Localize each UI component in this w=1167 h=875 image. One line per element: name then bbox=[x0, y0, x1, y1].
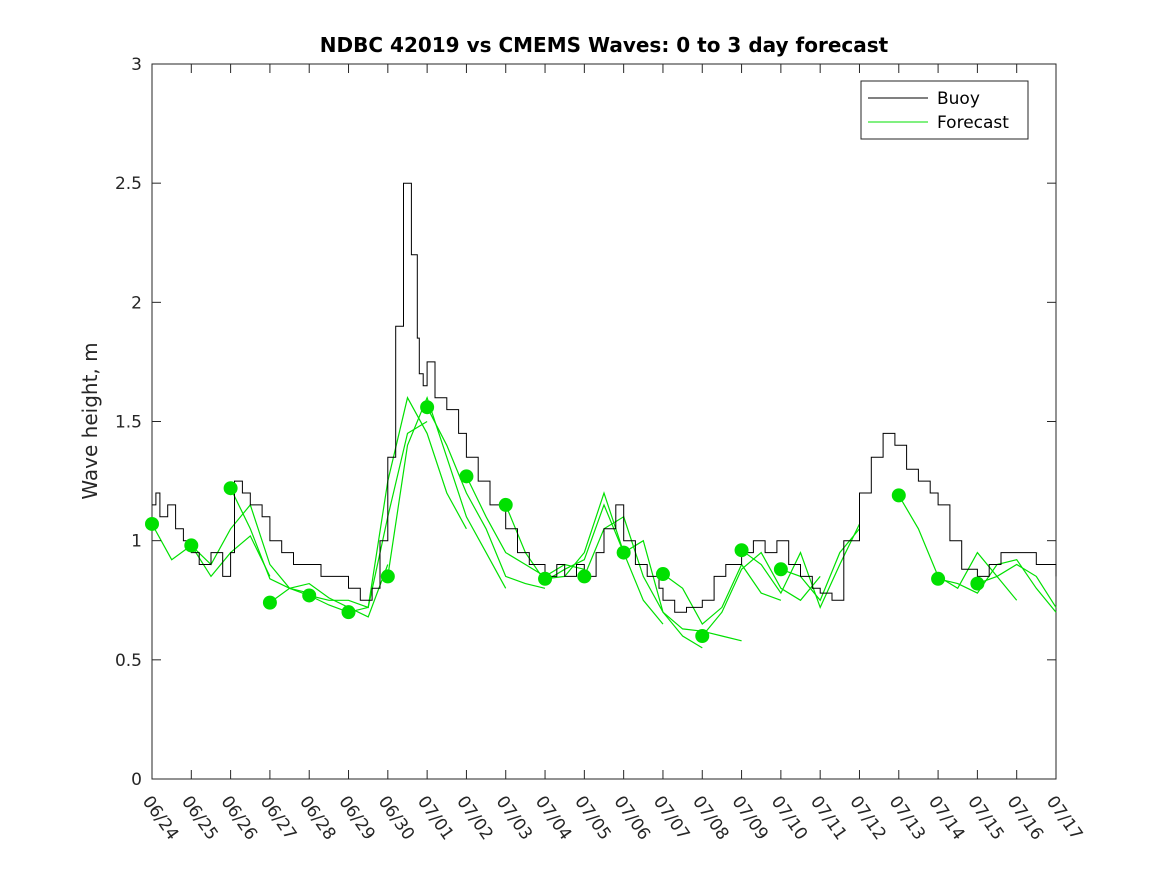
forecast-start-marker bbox=[420, 400, 435, 415]
x-tick-label: 07/13 bbox=[885, 792, 929, 844]
x-tick-label: 07/12 bbox=[845, 792, 889, 844]
y-tick-label: 0 bbox=[131, 770, 142, 790]
forecast-line bbox=[151, 523, 271, 578]
x-tick-label: 07/15 bbox=[963, 792, 1007, 844]
y-tick-label: 1 bbox=[131, 532, 142, 552]
x-tick-label: 06/27 bbox=[256, 792, 300, 844]
forecast-start-marker bbox=[970, 576, 985, 591]
x-tick-label: 07/03 bbox=[492, 792, 536, 844]
chart-title: NDBC 42019 vs CMEMS Waves: 0 to 3 day fo… bbox=[320, 33, 889, 57]
y-axis-label: Wave height, m bbox=[78, 342, 102, 499]
x-tick-label: 07/11 bbox=[806, 792, 850, 844]
forecast-start-marker bbox=[538, 571, 553, 586]
x-tick-label: 07/08 bbox=[688, 792, 732, 844]
forecast-start-marker bbox=[655, 567, 670, 582]
x-tick-label: 07/17 bbox=[1042, 792, 1086, 844]
x-tick-label: 06/25 bbox=[177, 792, 221, 844]
forecast-line bbox=[426, 406, 546, 589]
x-tick-label: 07/04 bbox=[531, 792, 575, 844]
forecast-markers-group bbox=[145, 400, 985, 643]
y-tick-label: 2 bbox=[131, 293, 142, 313]
forecast-start-marker bbox=[695, 629, 710, 643]
forecast-start-marker bbox=[773, 562, 788, 577]
legend-buoy-label: Buoy bbox=[937, 89, 980, 109]
x-tick-label: 06/29 bbox=[334, 792, 378, 844]
plot-area-frame bbox=[151, 63, 1057, 780]
forecast-start-marker bbox=[931, 571, 946, 586]
forecast-start-marker bbox=[145, 516, 159, 531]
forecast-line bbox=[348, 396, 467, 613]
forecast-line bbox=[662, 563, 782, 626]
forecast-start-marker bbox=[184, 538, 199, 553]
forecast-line bbox=[741, 523, 861, 609]
forecast-start-marker bbox=[577, 569, 592, 584]
y-tick-label: 2.5 bbox=[115, 174, 142, 194]
x-tick-label: 07/16 bbox=[1003, 792, 1047, 844]
forecast-line bbox=[387, 395, 507, 589]
y-tick-label: 3 bbox=[131, 55, 142, 75]
y-tick-label: 0.5 bbox=[115, 651, 142, 671]
forecast-start-marker bbox=[891, 488, 906, 503]
forecast-start-marker bbox=[223, 481, 238, 496]
legend-forecast-label: Forecast bbox=[937, 113, 1009, 133]
forecast-line bbox=[701, 551, 821, 637]
forecast-start-marker bbox=[459, 469, 474, 484]
y-axis-ticks: 0 0.5 1 1.5 2 2.5 3 bbox=[115, 55, 1056, 790]
forecast-start-marker bbox=[734, 543, 749, 558]
forecast-start-marker bbox=[380, 569, 395, 584]
x-tick-label: 06/26 bbox=[217, 792, 261, 844]
buoy-line bbox=[152, 182, 1057, 613]
y-tick-label: 1.5 bbox=[115, 413, 142, 433]
forecast-line bbox=[623, 539, 742, 642]
forecast-start-marker bbox=[616, 545, 631, 560]
forecast-start-marker bbox=[302, 588, 317, 603]
x-tick-label: 07/10 bbox=[767, 792, 811, 844]
forecast-start-marker bbox=[341, 605, 356, 620]
x-tick-label: 06/28 bbox=[295, 792, 339, 844]
x-tick-label: 06/30 bbox=[374, 792, 418, 844]
x-tick-label: 07/02 bbox=[452, 792, 496, 844]
forecast-start-marker bbox=[498, 497, 513, 512]
legend-box bbox=[860, 80, 1029, 140]
forecast-start-marker bbox=[262, 595, 277, 610]
buoy-series-group bbox=[152, 182, 1057, 613]
forecast-line bbox=[269, 564, 389, 618]
x-tick-label: 07/14 bbox=[924, 792, 968, 844]
x-tick-label: 06/24 bbox=[138, 792, 182, 844]
legend: Buoy Forecast bbox=[860, 80, 1029, 140]
x-tick-label: 07/06 bbox=[610, 792, 654, 844]
x-tick-label: 07/07 bbox=[649, 792, 693, 844]
x-tick-label: 07/01 bbox=[413, 792, 457, 844]
forecast-line bbox=[977, 563, 1057, 608]
x-tick-label: 07/09 bbox=[727, 792, 771, 844]
x-tick-label: 07/05 bbox=[570, 792, 614, 844]
forecast-line bbox=[780, 528, 860, 602]
